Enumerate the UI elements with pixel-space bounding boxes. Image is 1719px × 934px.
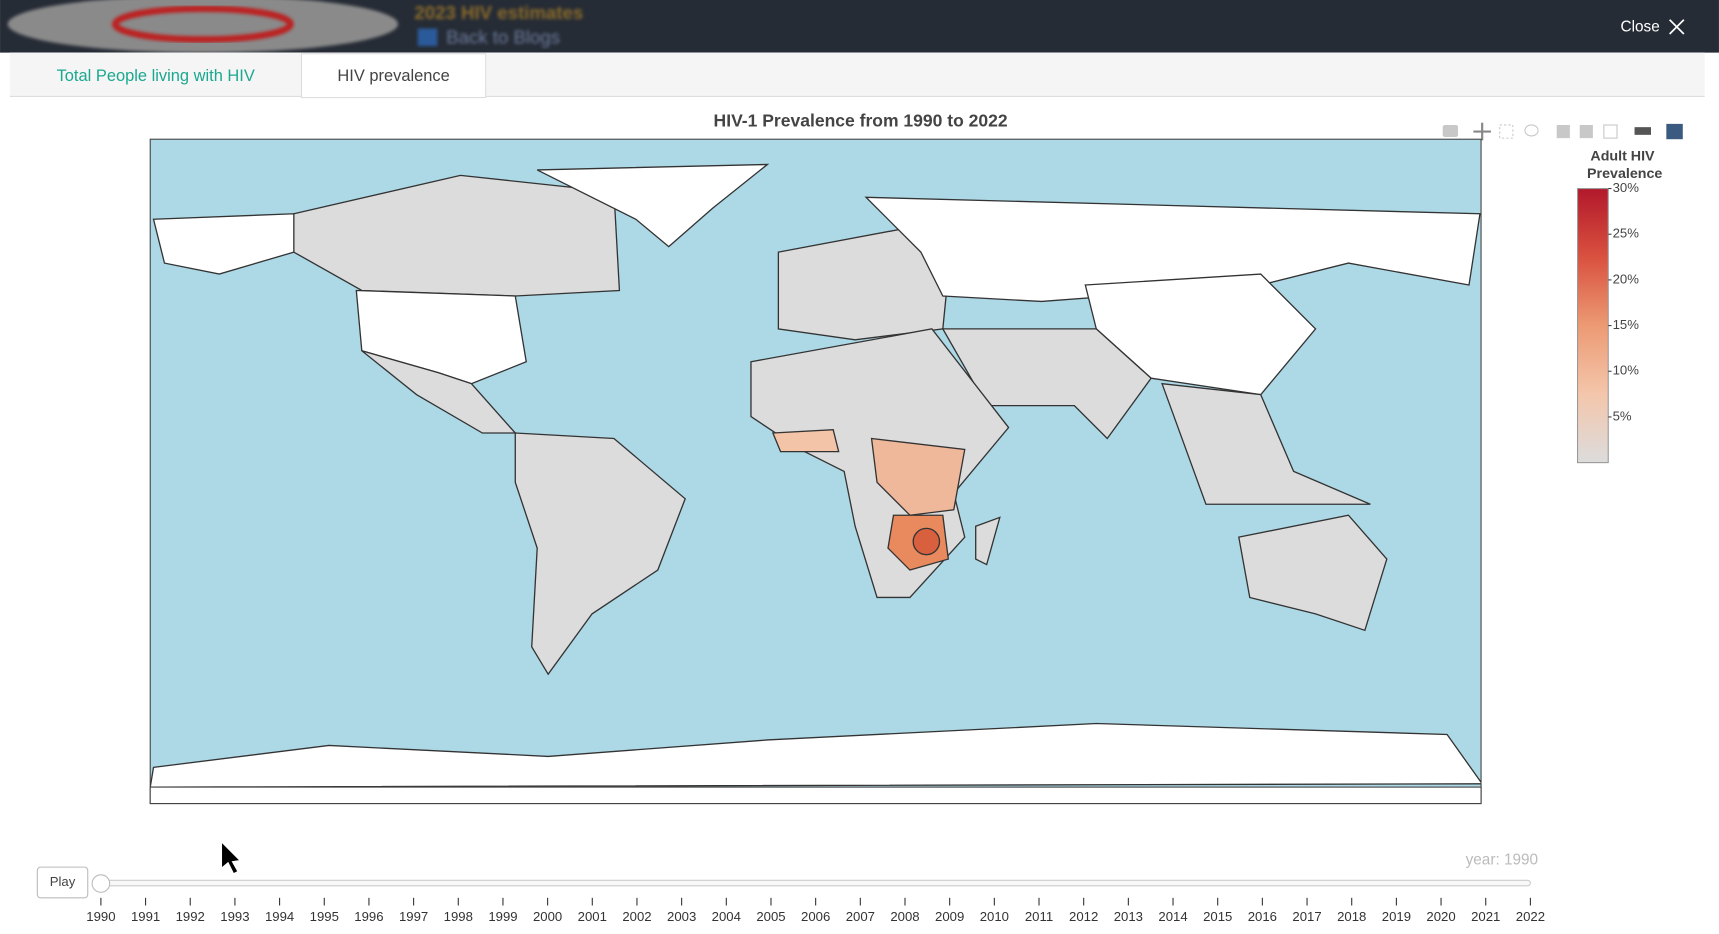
colorbar-tick-label: 30% xyxy=(1613,180,1640,195)
slider-step-label[interactable]: 2001 xyxy=(578,909,607,924)
modebar xyxy=(1442,122,1683,141)
slider-step-label[interactable]: 2012 xyxy=(1069,909,1098,924)
zoom-out-button[interactable] xyxy=(1579,124,1593,139)
colorbar-tick-label: 20% xyxy=(1613,271,1640,286)
map-title: HIV-1 Prevalence from 1990 to 2022 xyxy=(714,110,1008,130)
slider-step-label[interactable]: 1991 xyxy=(131,909,160,924)
colorbar-tick-label: 10% xyxy=(1613,363,1640,378)
blog-title: 2023 HIV estimates xyxy=(414,2,583,23)
slider-current: year: 1990 xyxy=(1466,852,1538,869)
pan-button[interactable] xyxy=(1473,122,1491,141)
close-button[interactable]: Close xyxy=(1621,18,1660,35)
lasso-button[interactable] xyxy=(1524,124,1539,137)
play-label[interactable]: Play xyxy=(50,874,76,889)
australia xyxy=(1238,514,1388,632)
slider-step-label[interactable]: 1998 xyxy=(444,909,473,924)
madagascar xyxy=(975,516,1001,566)
hover-button[interactable] xyxy=(1634,127,1651,135)
colorbar-title: Prevalence xyxy=(1587,166,1662,182)
colorbar-tick-label: 15% xyxy=(1613,317,1640,332)
slider-step-label[interactable]: 2000 xyxy=(533,909,562,924)
slider-step-label[interactable]: 2019 xyxy=(1382,909,1411,924)
slider-step-label[interactable]: 2008 xyxy=(890,909,919,924)
southeast-asia xyxy=(1161,382,1371,505)
plotly-logo[interactable] xyxy=(1666,123,1683,140)
east-africa xyxy=(870,437,966,516)
slider-step-label[interactable]: 2011 xyxy=(1025,909,1053,924)
slider-step-label[interactable]: 2002 xyxy=(622,909,651,924)
cursor xyxy=(220,840,242,875)
colorbar-tick-label: 25% xyxy=(1613,226,1640,241)
alaska xyxy=(152,213,295,275)
west-africa xyxy=(771,429,840,453)
slider-step-label[interactable]: 1992 xyxy=(176,909,205,924)
slider-step-label[interactable]: 1996 xyxy=(354,909,383,924)
south-america xyxy=(514,432,686,676)
slider-track[interactable] xyxy=(100,879,1531,887)
map-land xyxy=(150,163,1482,788)
slider-step-label[interactable]: 2007 xyxy=(846,909,875,924)
blog-banner xyxy=(7,0,398,53)
colorbar-tick-label: 5% xyxy=(1613,408,1632,423)
slider-step-label[interactable]: 1993 xyxy=(220,909,249,924)
slider-step-label[interactable]: 1994 xyxy=(265,909,294,924)
slider-step-label[interactable]: 2017 xyxy=(1292,909,1321,924)
slider-step-label[interactable]: 2020 xyxy=(1426,909,1455,924)
slider-step-label[interactable]: 1999 xyxy=(488,909,517,924)
back-link[interactable]: Back to Blogs xyxy=(446,26,560,47)
slider-step-label[interactable]: 1995 xyxy=(310,909,339,924)
back-icon xyxy=(417,28,438,47)
map-bottom xyxy=(149,786,1482,805)
greenland xyxy=(536,163,770,248)
slider-step-label[interactable]: 2004 xyxy=(712,909,741,924)
canada xyxy=(293,174,621,297)
slider-step-label[interactable]: 2022 xyxy=(1516,909,1545,924)
slider-step-label[interactable]: 2021 xyxy=(1471,909,1500,924)
colorbar-title: Adult HIV xyxy=(1590,149,1655,165)
slider-step-label[interactable]: 2006 xyxy=(801,909,830,924)
camera-button[interactable] xyxy=(1442,124,1459,138)
slider-step-label[interactable]: 2013 xyxy=(1114,909,1143,924)
slider-step-label[interactable]: 1997 xyxy=(399,909,428,924)
slider-step-label[interactable]: 2014 xyxy=(1158,909,1187,924)
play-button[interactable] xyxy=(36,866,89,899)
antarctica xyxy=(150,722,1482,788)
colorbar xyxy=(1576,188,1609,464)
slider-step-label[interactable]: 2009 xyxy=(935,909,964,924)
slider-handle[interactable] xyxy=(91,874,111,893)
tab[interactable]: HIV prevalence xyxy=(337,67,449,85)
banner-ribbon xyxy=(111,5,294,43)
slider-step-label[interactable]: 2003 xyxy=(667,909,696,924)
slider-step-label[interactable]: 2010 xyxy=(980,909,1009,924)
slider-step-label[interactable]: 1990 xyxy=(86,909,115,924)
tab-bar xyxy=(9,52,1705,97)
zimbabwe xyxy=(912,527,941,556)
close-icon[interactable] xyxy=(1669,19,1685,35)
tab[interactable]: Total People living with HIV xyxy=(57,67,255,85)
tab-active[interactable] xyxy=(300,53,487,99)
slider-step-label[interactable]: 2015 xyxy=(1203,909,1232,924)
zoom-in-button[interactable] xyxy=(1556,124,1570,139)
slider-step-label[interactable]: 2005 xyxy=(756,909,785,924)
slider-step-label[interactable]: 2016 xyxy=(1248,909,1277,924)
reset-button[interactable] xyxy=(1603,124,1618,139)
slider-step-label[interactable]: 2018 xyxy=(1337,909,1366,924)
